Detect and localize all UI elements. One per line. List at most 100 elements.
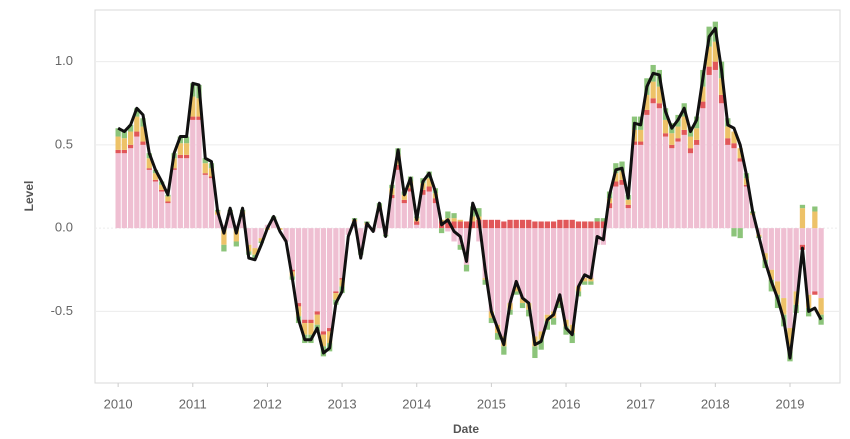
x-tick-label: 2012 (253, 396, 282, 411)
bar-segment (320, 331, 327, 335)
bar-segment (127, 148, 134, 229)
bar-segment (743, 186, 750, 229)
x-tick-label: 2014 (402, 396, 431, 411)
bar-segment (127, 144, 134, 149)
bar-segment (532, 221, 538, 229)
bar-segment (619, 171, 625, 180)
bar-segment (289, 228, 295, 270)
bar-segment (202, 158, 208, 164)
bar-segment (152, 179, 159, 182)
bar-segment (339, 228, 345, 279)
bar-segment (482, 228, 488, 279)
bar-segment (202, 174, 208, 229)
bar-segment (420, 189, 426, 195)
bar-segment (445, 228, 451, 232)
bar-segment (115, 149, 121, 154)
bar-segment (308, 228, 314, 320)
bar-segment (588, 221, 594, 229)
bar-segment (488, 219, 495, 229)
x-tick-label: 2017 (626, 396, 655, 411)
bar-segment (283, 228, 289, 242)
bar-segment (233, 224, 239, 229)
bar-segment (177, 158, 183, 229)
bar-segment (600, 218, 606, 222)
bar-segment (532, 346, 538, 359)
bar-segment (302, 228, 308, 320)
bar-segment (177, 143, 183, 155)
bar-segment (681, 129, 687, 135)
bar-segment (258, 238, 264, 242)
bar-segment (196, 98, 202, 117)
bar-segment (513, 286, 519, 292)
bar-segment (513, 228, 519, 287)
bar-segment (239, 214, 246, 229)
bar-segment (694, 128, 700, 140)
bar-segment (812, 291, 818, 295)
bar-segment (183, 143, 190, 155)
bar-segment (781, 228, 787, 299)
bar-segment (140, 144, 146, 229)
bar-segment (308, 323, 314, 335)
bar-segment (569, 219, 575, 229)
bar-segment (613, 163, 619, 174)
bar-segment (725, 144, 731, 229)
bar-segment (799, 208, 806, 229)
x-tick-label: 2016 (552, 396, 581, 411)
bar-segment (656, 108, 662, 229)
y-tick-label: 0.0 (55, 220, 73, 235)
bar-segment (221, 224, 227, 229)
bar-segment (426, 178, 432, 187)
bar-segment (718, 103, 725, 229)
bar-segment (432, 203, 439, 229)
bar-segment (768, 269, 774, 280)
bar-segment (202, 163, 208, 174)
bar-segment (675, 126, 681, 139)
bar-segment (582, 221, 588, 229)
bar-segment (638, 141, 644, 145)
bar-segment (494, 228, 501, 325)
bar-segment (712, 69, 718, 229)
bar-segment (706, 66, 712, 75)
bar-segment (320, 334, 327, 347)
bar-segment (669, 148, 675, 229)
bar-segment (432, 198, 439, 204)
plot-frame (94, 9, 841, 384)
bar-segment (669, 133, 675, 145)
bar-segment (806, 228, 812, 295)
bar-segment (712, 41, 718, 62)
bar-segment (662, 119, 669, 134)
bar-segment (426, 186, 432, 192)
bar-segment (588, 228, 594, 279)
bar-segment (507, 228, 513, 304)
bar-segment (700, 101, 706, 109)
bar-segment (127, 131, 134, 145)
bar-segment (302, 323, 308, 335)
bar-segment (159, 189, 165, 192)
bar-segment (550, 228, 557, 312)
bar-segment (774, 281, 781, 295)
y-tick-label: 0.5 (55, 136, 73, 151)
bar-segment (407, 191, 414, 229)
bar-segment (557, 228, 563, 299)
bar-segment (115, 136, 121, 150)
bar-segment (550, 221, 557, 229)
bar-segment (494, 219, 501, 229)
bar-segment (438, 228, 445, 234)
bar-segment (725, 138, 731, 145)
bar-segment (737, 148, 743, 159)
bar-segment (333, 291, 339, 294)
bar-segment (812, 211, 818, 229)
bar-segment (389, 198, 395, 229)
bar-segment (787, 228, 793, 329)
bar-segment (557, 303, 563, 309)
bar-segment (159, 191, 165, 229)
bar-segment (650, 103, 656, 229)
bar-segment (152, 173, 159, 180)
bar-segment (134, 131, 140, 137)
bar-segment (538, 331, 544, 340)
bar-segment (631, 141, 638, 145)
bar-segment (519, 303, 526, 309)
bar-segment (538, 228, 544, 332)
bar-segment (563, 326, 569, 335)
